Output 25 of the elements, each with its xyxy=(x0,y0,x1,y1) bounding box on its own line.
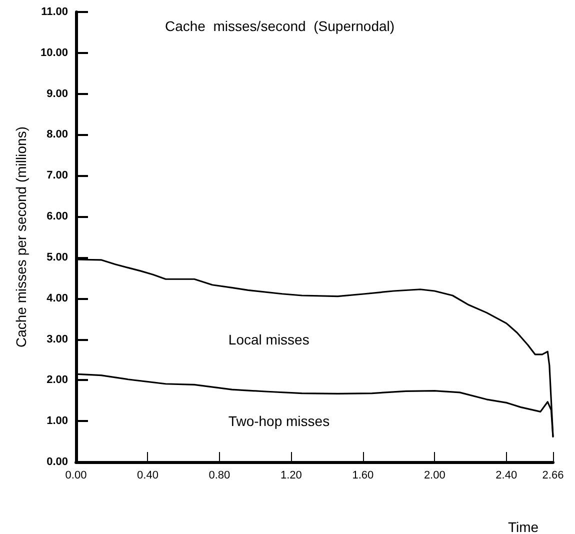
y-tick-label: 8.00 xyxy=(46,128,68,141)
x-tick-label: 1.60 xyxy=(352,470,374,482)
x-axis-title: Time xyxy=(508,519,539,534)
x-tick-label: 2.66 xyxy=(542,470,564,482)
text: Local misses xyxy=(228,331,310,348)
x-tick-label: 1.20 xyxy=(280,470,302,482)
x-tick-label: 2.00 xyxy=(424,470,446,482)
y-tick-label: 5.00 xyxy=(46,251,68,264)
y-tick-label: 9.00 xyxy=(46,88,68,100)
y-axis-title: Cache misses per second (millions) xyxy=(13,126,29,348)
x-tick-label: 0.00 xyxy=(65,470,87,482)
series-label: Two-hop misses xyxy=(228,413,330,430)
y-tick-label: 7.00 xyxy=(46,170,68,182)
y-tick-label: 6.00 xyxy=(46,210,68,223)
y-tick-label: 2.00 xyxy=(46,374,68,386)
y-tick-label: 3.00 xyxy=(46,333,68,346)
y-tick-label: 11.00 xyxy=(41,6,68,18)
y-tick-label: 1.00 xyxy=(46,415,68,428)
y-tick-label: 0.00 xyxy=(46,456,68,468)
x-tick-label: 2.40 xyxy=(496,470,518,482)
chart-title: Cache misses/second (Supernodal) xyxy=(165,18,395,34)
x-tick-label: 0.80 xyxy=(208,470,230,482)
y-tick-label: 4.00 xyxy=(46,292,68,304)
y-tick-label: 10.00 xyxy=(40,46,68,59)
x-tick-label: 0.40 xyxy=(137,470,158,482)
